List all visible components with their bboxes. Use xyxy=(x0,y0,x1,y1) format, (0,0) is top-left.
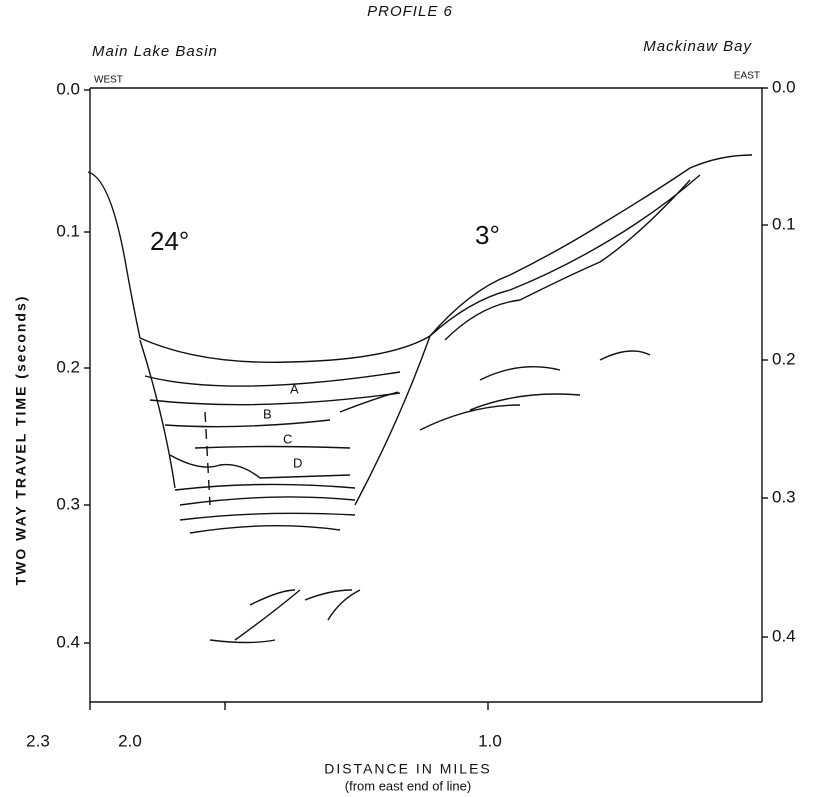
reflector-d xyxy=(170,447,350,479)
basin-walls xyxy=(140,336,430,505)
tick-label: 2.0 xyxy=(118,731,142,750)
tick-label: 0.4 xyxy=(56,632,80,651)
title: PROFILE 6 xyxy=(367,3,453,20)
seafloor xyxy=(88,155,752,362)
left-ticks: 0.0 0.1 0.2 0.3 0.4 xyxy=(56,79,90,651)
tick-label: 0.1 xyxy=(56,221,80,240)
y-axis-label: TWO WAY TRAVEL TIME (seconds) xyxy=(13,295,29,586)
tick-label: 0.3 xyxy=(772,487,796,506)
dip-annotation: 3° xyxy=(475,220,500,250)
tick-label: 0.1 xyxy=(772,214,796,233)
x-ticks: 2.3 2.0 1.0 xyxy=(26,702,502,750)
tick-label: 2.3 xyxy=(26,731,50,750)
tick-label: 1.0 xyxy=(478,731,502,750)
east-label: EAST xyxy=(734,71,760,82)
deep-fragments xyxy=(210,590,360,643)
x-axis-label: DISTANCE IN MILES xyxy=(324,761,492,777)
layer-label: C xyxy=(283,431,292,446)
layer-label: B xyxy=(263,406,272,421)
left-label: Main Lake Basin xyxy=(92,43,218,60)
reflector-a xyxy=(145,372,400,386)
frame xyxy=(90,88,762,702)
layer-label: A xyxy=(290,381,299,396)
right-label: Mackinaw Bay xyxy=(643,38,752,55)
x-axis-sublabel: (from east end of line) xyxy=(345,778,471,793)
dip-annotation: 24° xyxy=(150,226,189,256)
tick-label: 0.3 xyxy=(56,494,80,513)
west-label: WEST xyxy=(94,75,123,86)
reflectors-deep xyxy=(175,484,355,533)
profile-figure: PROFILE 6 Main Lake Basin Mackinaw Bay W… xyxy=(0,0,813,797)
tick-label: 0.0 xyxy=(772,77,796,96)
tick-label: 0.2 xyxy=(56,357,80,376)
tick-label: 0.2 xyxy=(772,349,796,368)
right-ticks: 0.0 0.1 0.2 0.3 0.4 xyxy=(762,77,796,645)
tick-label: 0.4 xyxy=(772,626,796,645)
tick-label: 0.0 xyxy=(56,79,80,98)
layer-label: D xyxy=(293,455,302,470)
reflectors-east xyxy=(420,175,700,430)
